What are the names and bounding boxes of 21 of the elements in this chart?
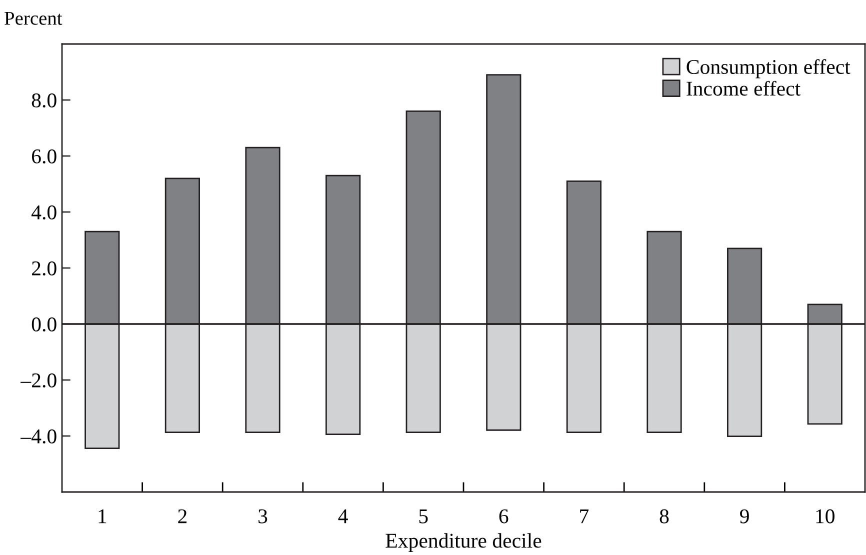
y-tick-label: 6.0 [32,149,56,164]
y-tick-label: 0.0 [32,317,56,332]
x-tick-label: 8 [660,509,669,524]
x-tick-label: 6 [499,509,508,524]
x-tick-label: 10 [816,509,834,524]
x-tick-label: 2 [178,509,187,524]
y-tick-label: –4.0 [20,429,56,444]
y-tick-label: 4.0 [32,205,56,220]
y-axis-title: Percent [4,12,62,25]
x-tick-label: 9 [740,509,749,524]
y-tick-label: 2.0 [32,261,56,276]
y-tick-label: 8.0 [32,93,56,108]
x-tick-label: 5 [419,509,428,524]
x-axis-title: Expenditure decile [386,533,542,552]
legend-label: Income effect [686,80,800,96]
legend-label: Consumption effect [686,59,850,78]
x-tick-label: 7 [580,509,589,524]
x-tick-label: 3 [258,509,268,524]
x-tick-label: 4 [338,509,348,524]
x-tick-label: 1 [98,509,106,524]
y-tick-label: –2.0 [20,373,56,388]
